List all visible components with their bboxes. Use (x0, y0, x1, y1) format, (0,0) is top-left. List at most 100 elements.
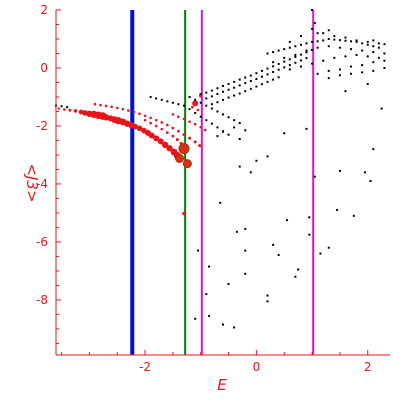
data-point (338, 46, 341, 49)
data-point (155, 97, 158, 100)
y-tick-label: -4 (36, 177, 48, 191)
data-point (338, 74, 341, 77)
data-point (249, 74, 252, 77)
data-point (127, 109, 130, 112)
data-point (322, 32, 325, 35)
data-point (260, 83, 263, 86)
data-point (244, 249, 247, 252)
data-point (352, 214, 355, 217)
data-point (344, 36, 347, 39)
data-point (366, 40, 369, 43)
data-point (244, 76, 247, 79)
y-tick-label: 0 (40, 61, 48, 75)
data-point (143, 118, 147, 122)
data-point (266, 294, 269, 297)
data-point (311, 27, 314, 30)
data-point (372, 61, 375, 64)
data-point (266, 80, 269, 83)
data-point (327, 45, 330, 48)
data-point (153, 135, 160, 142)
data-point (327, 246, 330, 249)
data-point (199, 125, 203, 129)
y-tick-label: -2 (36, 119, 48, 133)
data-point (272, 65, 275, 68)
data-point (132, 110, 136, 114)
data-point (322, 39, 325, 42)
data-point (205, 293, 208, 296)
data-point (166, 123, 169, 127)
data-point (294, 275, 297, 278)
data-point (272, 71, 275, 74)
data-point (355, 39, 358, 42)
data-point (333, 38, 336, 41)
data-point (299, 53, 302, 56)
data-point (372, 51, 375, 54)
data-point (222, 323, 224, 326)
data-point (60, 105, 63, 108)
data-point (161, 141, 169, 149)
data-point (136, 125, 143, 132)
data-point (283, 132, 286, 135)
data-point (372, 148, 375, 151)
data-point (277, 253, 280, 256)
data-point (266, 52, 269, 55)
data-point (244, 82, 247, 85)
data-point (210, 89, 213, 92)
data-point (260, 69, 263, 72)
data-point (277, 76, 280, 79)
data-point (210, 103, 213, 106)
data-point (227, 116, 230, 119)
vertical-lines (130, 10, 315, 355)
x-tick-label: 0 (253, 360, 261, 374)
data-point (363, 171, 366, 174)
data-point (175, 153, 185, 163)
data-point (372, 69, 375, 72)
y-tick-label: 2 (40, 3, 48, 17)
data-point (283, 60, 286, 63)
data-point (255, 72, 258, 75)
data-point (288, 46, 291, 49)
data-point (255, 85, 258, 88)
data-point (383, 66, 386, 69)
data-point (171, 134, 175, 138)
data-point (319, 252, 322, 255)
data-point (338, 39, 341, 42)
data-point (249, 171, 252, 174)
data-point (383, 43, 386, 46)
data-point (316, 46, 319, 49)
data-point (249, 87, 252, 90)
data-point (327, 29, 330, 32)
data-point (266, 67, 269, 70)
data-point (157, 138, 164, 145)
data-point (210, 122, 213, 125)
data-point (344, 39, 347, 42)
data-point (175, 138, 179, 142)
data-point (104, 104, 108, 108)
data-point (260, 75, 263, 78)
data-point (297, 268, 300, 271)
data-point (233, 326, 236, 329)
data-point (177, 103, 180, 106)
data-point (327, 69, 330, 72)
data-point (272, 51, 275, 54)
data-point (138, 112, 141, 116)
data-point (110, 105, 113, 109)
data-point (199, 101, 202, 104)
data-point (143, 114, 147, 118)
data-point (222, 130, 224, 133)
data-point (121, 107, 125, 111)
data-point (148, 132, 155, 139)
data-point (216, 87, 219, 90)
data-point (277, 68, 280, 71)
data-point (210, 95, 213, 98)
data-point (294, 53, 297, 56)
data-point (313, 22, 316, 25)
data-point (194, 98, 197, 101)
data-point (333, 35, 336, 38)
data-point (179, 141, 183, 145)
data-point (311, 49, 314, 52)
data-point (311, 9, 314, 11)
data-point (294, 45, 297, 48)
data-point (238, 122, 241, 125)
